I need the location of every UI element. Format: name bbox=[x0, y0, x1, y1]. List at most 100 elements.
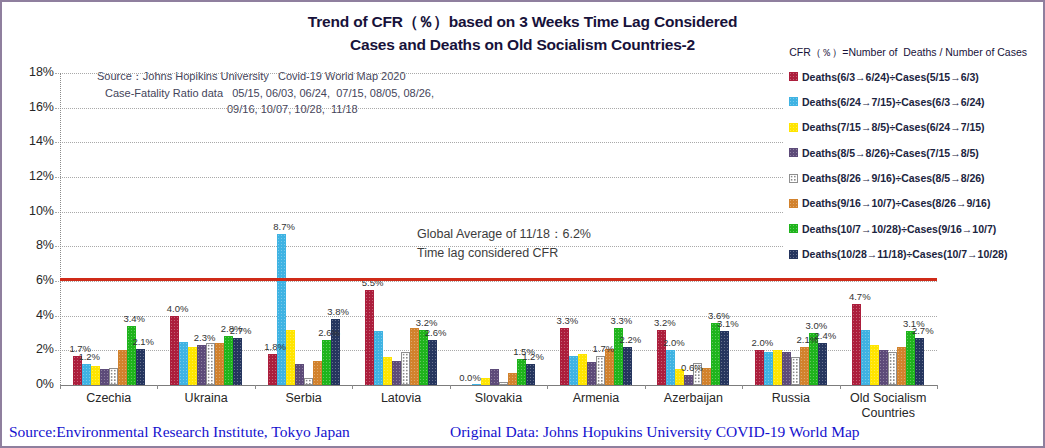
bar-russia-s7 bbox=[818, 343, 827, 385]
legend-item: Deaths(8/26→9/16)÷Cases(8/5→8/26) bbox=[789, 170, 1035, 187]
bar-old-socialism-countries-s7 bbox=[915, 338, 924, 385]
cfr-formula-note: CFR（％）=Number of Deaths / Number of Case… bbox=[789, 46, 1027, 60]
bar-value-label: 2.7% bbox=[223, 325, 259, 336]
bar-armenia-s0 bbox=[560, 328, 569, 385]
category-label: Russia bbox=[742, 391, 839, 420]
bar-slovakia-s7 bbox=[526, 364, 535, 385]
x-axis-tick bbox=[937, 385, 938, 389]
bar-ukraina-s4 bbox=[206, 343, 215, 385]
legend-item: Deaths(9/16→10/7)÷Cases(8/26→9/16) bbox=[789, 195, 1035, 212]
bar-serbia-s6 bbox=[322, 340, 331, 385]
bar-value-label: 2.6% bbox=[311, 327, 347, 338]
bar-value-label: 3.3% bbox=[603, 315, 639, 326]
x-axis-line bbox=[60, 385, 937, 386]
footer-source-text: Source:Environmental Research Institute,… bbox=[9, 423, 350, 441]
bar-armenia-s4 bbox=[596, 356, 605, 385]
bar-value-label: 2.0% bbox=[744, 337, 780, 348]
y-axis-tick-label: 14% bbox=[2, 134, 54, 148]
y-axis-labels: 0%2%4%6%8%10%12%14%16%18% bbox=[2, 73, 54, 385]
bar-ukraina-s3 bbox=[197, 345, 206, 385]
y-axis-tick-label: 8% bbox=[2, 238, 54, 252]
category-label: Slovakia bbox=[450, 391, 547, 420]
bar-value-label: 2.7% bbox=[905, 325, 941, 336]
x-axis-tick bbox=[645, 385, 646, 389]
legend-swatch-icon bbox=[789, 250, 798, 259]
gridline bbox=[55, 281, 937, 282]
legend-swatch-icon bbox=[789, 123, 798, 132]
legend-swatch-icon bbox=[789, 72, 798, 81]
bar-serbia-s2 bbox=[286, 330, 295, 385]
x-axis-tick bbox=[255, 385, 256, 389]
legend-swatch-icon bbox=[789, 199, 798, 208]
bar-slovakia-s6 bbox=[517, 359, 526, 385]
y-axis-tick-label: 18% bbox=[2, 65, 54, 79]
bar-value-label: 4.7% bbox=[842, 291, 878, 302]
bar-ukraina-s5 bbox=[215, 343, 224, 385]
bar-value-label: 3.0% bbox=[798, 320, 834, 331]
legend-swatch-icon bbox=[789, 224, 798, 233]
category-label: Armenia bbox=[547, 391, 644, 420]
bar-latovia-s4 bbox=[401, 352, 410, 385]
x-axis-tick bbox=[60, 385, 61, 389]
legend-item-label: Deaths(10/28→11/18)÷Cases(10/7→10/28) bbox=[802, 248, 1007, 260]
bar-russia-s5 bbox=[800, 347, 809, 385]
bar-value-label: 3.3% bbox=[549, 315, 585, 326]
bar-czechia-s3 bbox=[100, 369, 109, 385]
y-axis-tick-label: 0% bbox=[2, 377, 54, 391]
category-label: Latovia bbox=[352, 391, 449, 420]
bar-latovia-s0 bbox=[365, 290, 374, 385]
bar-old-socialism-countries-s4 bbox=[888, 352, 897, 385]
bar-value-label: 2.2% bbox=[612, 334, 648, 345]
bar-old-socialism-countries-s6 bbox=[906, 331, 915, 385]
bar-serbia-s1 bbox=[277, 234, 286, 385]
x-axis-tick bbox=[742, 385, 743, 389]
legend-item-label: Deaths(8/26→9/16)÷Cases(8/5→8/26) bbox=[802, 172, 985, 184]
legend-item: Deaths(8/5→8/26)÷Cases(7/15→8/5) bbox=[789, 144, 1035, 161]
y-axis-tick-label: 6% bbox=[2, 273, 54, 287]
x-axis-category-labels: CzechiaUkrainaSerbiaLatoviaSlovakiaArmen… bbox=[60, 391, 937, 420]
bar-latovia-s7 bbox=[428, 340, 437, 385]
bar-serbia-s5 bbox=[313, 361, 322, 385]
bar-czechia-s7 bbox=[136, 349, 145, 385]
footer-original-data-text: Original Data: Johns Hopukins University… bbox=[450, 423, 860, 441]
bar-latovia-s1 bbox=[374, 331, 383, 385]
bar-ukraina-s1 bbox=[179, 342, 188, 385]
legend-item-label: Deaths(8/5→8/26)÷Cases(7/15→8/5) bbox=[802, 147, 979, 159]
legend-swatch-icon bbox=[789, 174, 798, 183]
bar-value-label: 8.7% bbox=[266, 221, 302, 232]
legend-item-label: Deaths(10/7→10/28)÷Cases(9/16→10/7) bbox=[802, 223, 996, 235]
bar-serbia-s4 bbox=[304, 378, 313, 385]
x-axis-tick bbox=[450, 385, 451, 389]
bar-russia-s4 bbox=[791, 357, 800, 385]
bar-value-label: 1.8% bbox=[257, 341, 293, 352]
bar-slovakia-s4 bbox=[499, 382, 508, 385]
bar-azerbaijan-s7 bbox=[720, 331, 729, 385]
bar-czechia-s1 bbox=[82, 364, 91, 385]
bar-old-socialism-countries-s0 bbox=[852, 304, 861, 385]
gridline bbox=[55, 316, 937, 317]
bar-old-socialism-countries-s2 bbox=[870, 345, 879, 385]
category-label: Ukraina bbox=[157, 391, 254, 420]
y-axis-tick-label: 16% bbox=[2, 100, 54, 114]
legend-item: Deaths(6/24→7/15)÷Cases(6/3→6/24) bbox=[789, 93, 1035, 110]
legend-item-label: Deaths(9/16→10/7)÷Cases(8/26→9/16) bbox=[802, 197, 990, 209]
bar-old-socialism-countries-s3 bbox=[879, 350, 888, 385]
bar-value-label: 2.4% bbox=[807, 330, 843, 341]
y-axis-tick-label: 12% bbox=[2, 169, 54, 183]
bar-value-label: 3.8% bbox=[320, 306, 356, 317]
category-label: Czechia bbox=[60, 391, 157, 420]
x-axis-tick bbox=[840, 385, 841, 389]
legend-item-label: Deaths(6/24→7/15)÷Cases(6/3→6/24) bbox=[802, 96, 985, 108]
category-label: Azerbaijan bbox=[645, 391, 742, 420]
bar-value-label: 2.6% bbox=[418, 327, 454, 338]
category-label: Old Socialism Countries bbox=[840, 391, 937, 420]
legend-item: Deaths(10/7→10/28)÷Cases(9/16→10/7) bbox=[789, 220, 1035, 237]
bar-value-label: 1.2% bbox=[515, 351, 551, 362]
bar-czechia-s2 bbox=[91, 366, 100, 385]
bar-value-label: 3.2% bbox=[409, 317, 445, 328]
legend-item: Deaths(6/3→6/24)÷Cases(5/15→6/3) bbox=[789, 68, 1035, 85]
bar-slovakia-s3 bbox=[490, 369, 499, 385]
bar-value-label: 3.1% bbox=[710, 318, 746, 329]
bar-czechia-s4 bbox=[109, 368, 118, 385]
bar-value-label: 1.2% bbox=[71, 351, 107, 362]
